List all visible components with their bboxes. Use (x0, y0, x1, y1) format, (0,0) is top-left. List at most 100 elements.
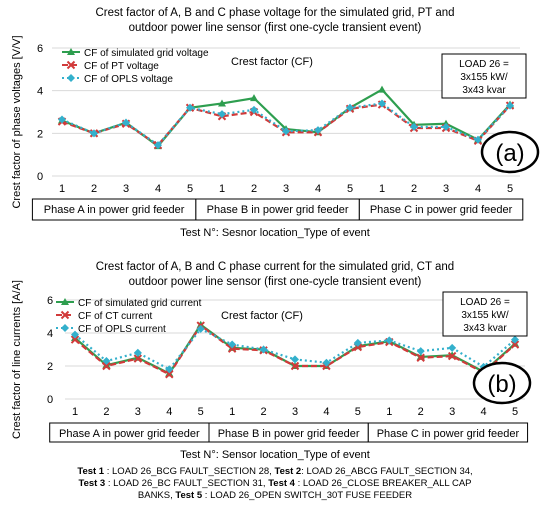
x-tick-label: 1 (59, 183, 65, 195)
x-tick-label: 5 (347, 183, 353, 195)
y-tick-label: 4 (47, 328, 53, 340)
load-box-text: LOAD 26 = (460, 297, 510, 308)
data-point-1-2 (133, 354, 143, 363)
chart-a: Crest factor of A, B and C phase voltage… (11, 7, 540, 239)
y-axis-label: Crest factor of phase voltages [V/V] (11, 35, 23, 208)
x-tick-label: 3 (449, 406, 455, 418)
series-line-1 (61, 103, 511, 147)
load-box-text: 3x43 kvar (462, 85, 506, 96)
group-label-2: Phase C in power grid feeder (370, 204, 513, 216)
group-label-1: Phase B in power grid feeder (207, 204, 349, 216)
data-point-2-0 (71, 330, 79, 339)
chart-title-line: Crest factor of A, B and C phase current… (96, 261, 454, 273)
data-point-2-3 (165, 365, 174, 374)
legend-marker-0 (67, 48, 75, 55)
data-point-2-11 (410, 122, 418, 131)
data-point-0-5 (218, 99, 226, 107)
data-point-1-5 (227, 344, 237, 353)
y-tick-label: 2 (47, 361, 53, 373)
data-point-2-14 (506, 101, 514, 110)
x-tick-label: 1 (386, 406, 392, 418)
data-point-1-7 (290, 361, 300, 371)
data-point-1-12 (447, 351, 457, 361)
x-tick-label: 3 (292, 406, 298, 418)
panel-label-outline (472, 361, 532, 405)
x-tick-label: 1 (229, 406, 235, 418)
data-point-2-12 (448, 343, 457, 352)
data-point-2-9 (346, 103, 354, 112)
x-tick-label: 2 (418, 406, 424, 418)
group-label-1: Phase B in power grid feeder (218, 428, 360, 440)
legend-marker-2 (61, 324, 69, 332)
x-tick-label: 3 (443, 183, 449, 195)
load-box-text: 3x155 kW/ (460, 72, 507, 83)
y-axis-label: Crest factor of line currents [A/A] (11, 280, 23, 439)
data-point-2-2 (122, 118, 130, 127)
group-box-2 (358, 198, 524, 221)
legend-label-1: CF of CT current (78, 311, 152, 322)
y-tick-label: 6 (47, 295, 53, 307)
group-label-2: Phase C in power grid feeder (377, 428, 520, 440)
x-tick-label: 3 (283, 183, 289, 195)
x-tick-label: 4 (481, 406, 487, 418)
footnote-line-2: Test 3 : LOAD 26_BC FAULT_SECTION 31, Te… (0, 478, 550, 490)
legend-label-2: CF of OPLS current (78, 324, 166, 335)
x-tick-label: 3 (123, 183, 129, 195)
data-point-2-13 (474, 135, 482, 144)
chart-title-line: Crest factor of A, B and C phase voltage… (95, 7, 454, 19)
x-tick-label: 2 (411, 183, 417, 195)
x-axis-label: Test N°: Sensor location_Type of event (180, 449, 370, 461)
data-point-2-11 (416, 347, 425, 356)
x-tick-label: 5 (512, 406, 518, 418)
footnote-test3-label: Test 3 (78, 478, 106, 489)
footnote-line-3: BANKS, Test 5 : LOAD 26_OPEN SWITCH_30T … (0, 490, 550, 502)
panel-label: (a) (495, 140, 524, 167)
load-box-text: 3x43 kvar (463, 323, 507, 334)
y-tick-label: 6 (37, 43, 43, 55)
data-point-2-2 (133, 348, 142, 357)
x-tick-label: 4 (166, 406, 172, 418)
data-point-2-10 (385, 336, 394, 345)
data-point-2-6 (259, 345, 268, 354)
inner-chart-title: Crest factor (CF) (221, 310, 303, 322)
data-point-2-7 (282, 127, 290, 136)
footnote-test5-label: Test 5 (175, 490, 203, 501)
x-tick-label: 5 (355, 406, 361, 418)
data-point-2-5 (228, 340, 237, 349)
panel-label: (b) (487, 371, 516, 398)
data-point-2-4 (196, 324, 205, 333)
legend-label-0: CF of simulated grid current (78, 298, 202, 309)
x-tick-label: 3 (135, 406, 141, 418)
x-tick-label: 1 (72, 406, 78, 418)
legend-label-2: CF of OPLS voltage (84, 74, 173, 85)
data-point-2-1 (102, 357, 111, 366)
data-point-1-11 (416, 353, 425, 362)
footnote-test1-text: : LOAD 26_BCG FAULT_SECTION 28, (104, 466, 275, 477)
chart-title-line: outdoor power line sensor (first one-cyc… (129, 276, 422, 288)
data-point-1-0 (70, 335, 80, 344)
x-tick-label: 4 (155, 183, 161, 195)
footnote-test3-text: : LOAD 26_BC FAULT_SECTION 31, (105, 478, 269, 489)
load-box-text: 3x155 kW/ (461, 310, 508, 321)
x-tick-label: 1 (219, 183, 225, 195)
data-point-2-0 (58, 115, 66, 124)
data-point-1-3 (165, 370, 174, 379)
data-point-1-1 (102, 361, 111, 371)
group-box-2 (367, 422, 529, 443)
data-point-2-6 (250, 105, 258, 114)
legend-marker-1 (60, 310, 70, 320)
footnote-test2-label: Test 2 (274, 466, 302, 477)
x-tick-label: 4 (323, 406, 329, 418)
footnote-line-1: Test 1 : LOAD 26_BCG FAULT_SECTION 28, T… (0, 466, 550, 478)
panel-label-outline (480, 130, 540, 174)
footnote-test2-text: : LOAD 26_ABCG FAULT_SECTION 34, (301, 466, 473, 477)
footnote-test4-text: : LOAD 26_CLOSE BREAKER_ALL CAP (294, 478, 472, 489)
data-point-2-8 (314, 126, 322, 135)
footnote-test5-text: : LOAD 26_OPEN SWITCH_30T FUSE FEEDER (202, 490, 413, 501)
x-tick-label: 2 (261, 406, 267, 418)
legend-label-0: CF of simulated grid voltage (84, 48, 209, 59)
load-box (441, 53, 527, 99)
group-label-0: Phase A in power grid feeder (44, 204, 185, 216)
load-box-text: LOAD 26 = (459, 59, 509, 70)
